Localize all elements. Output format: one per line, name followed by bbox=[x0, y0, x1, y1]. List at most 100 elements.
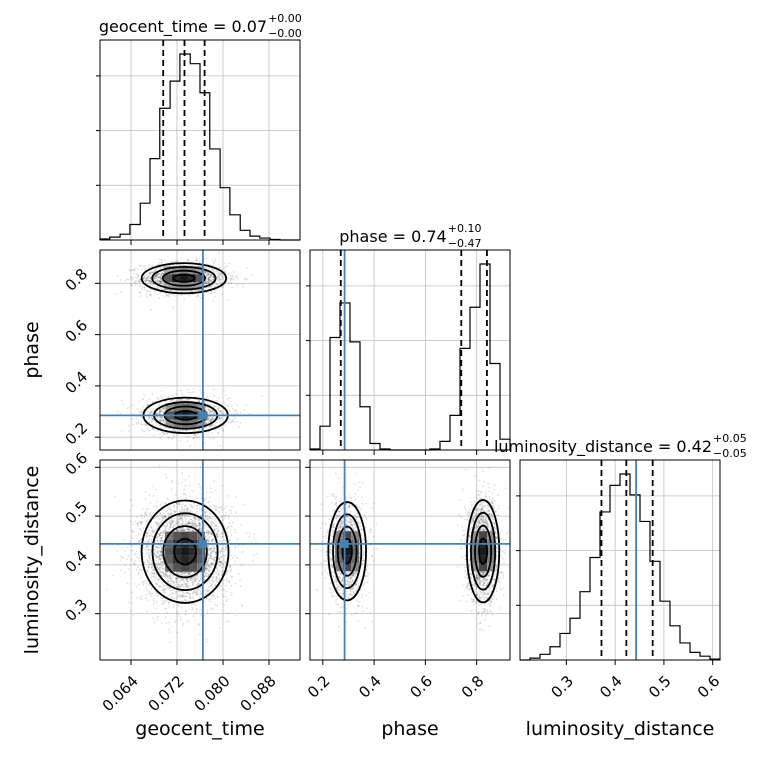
sample-point bbox=[149, 294, 152, 297]
sample-point bbox=[148, 272, 151, 275]
sample-point bbox=[211, 540, 214, 543]
sample-point bbox=[219, 410, 222, 413]
sample-point bbox=[218, 278, 221, 281]
sample-point bbox=[210, 292, 212, 295]
sample-point bbox=[221, 273, 224, 276]
sample-point bbox=[233, 278, 236, 281]
axes-frame bbox=[309, 249, 511, 451]
sample-point bbox=[179, 618, 182, 621]
sample-point bbox=[186, 388, 189, 391]
sample-point bbox=[227, 277, 230, 279]
sample-point bbox=[197, 395, 200, 398]
sample-point bbox=[174, 494, 177, 496]
sample-point bbox=[160, 273, 163, 276]
sample-point bbox=[147, 277, 150, 279]
sample-point bbox=[159, 275, 162, 278]
sample-point bbox=[178, 264, 181, 266]
sample-point bbox=[231, 405, 233, 407]
sample-point bbox=[209, 539, 212, 542]
sample-point bbox=[152, 423, 154, 426]
hist-panel-luminosity_distance: luminosity_distance = 0.42 +0.05−0.05 bbox=[494, 432, 747, 661]
sample-point bbox=[170, 293, 173, 296]
sample-point bbox=[159, 410, 162, 413]
sample-point bbox=[228, 282, 230, 285]
sample-point bbox=[153, 602, 155, 605]
sample-point bbox=[211, 597, 214, 600]
sample-point bbox=[140, 416, 143, 419]
histogram-luminosity_distance bbox=[520, 473, 721, 661]
sample-point bbox=[149, 280, 152, 283]
sample-point bbox=[156, 279, 159, 282]
sample-point bbox=[173, 583, 176, 586]
sample-point bbox=[243, 409, 246, 412]
sample-point bbox=[208, 276, 211, 279]
sample-point bbox=[205, 291, 208, 294]
sample-point bbox=[239, 411, 242, 414]
sample-point bbox=[223, 558, 225, 561]
sample-point bbox=[135, 585, 138, 588]
hist-panel-geocent_time: geocent_time = 0.07 +0.00−0.00 bbox=[96, 12, 302, 241]
sample-point bbox=[155, 416, 157, 418]
sample-point bbox=[230, 525, 233, 528]
sample-point bbox=[144, 264, 147, 267]
sample-point bbox=[227, 273, 229, 276]
sample-point bbox=[241, 544, 243, 547]
sample-point bbox=[159, 280, 162, 282]
sample-point bbox=[222, 553, 225, 556]
sample-point bbox=[147, 280, 150, 283]
sample-point bbox=[154, 269, 157, 271]
sample-point bbox=[150, 273, 152, 276]
sample-point bbox=[222, 412, 225, 415]
sample-point bbox=[160, 281, 162, 284]
sample-point bbox=[212, 275, 214, 278]
sample-point bbox=[149, 279, 152, 282]
sample-point bbox=[209, 285, 212, 288]
sample-point bbox=[145, 548, 148, 551]
sample-point bbox=[162, 283, 165, 286]
sample-point bbox=[129, 269, 132, 272]
sample-point bbox=[225, 514, 228, 517]
sample-point bbox=[150, 280, 153, 283]
sample-point bbox=[213, 270, 215, 273]
sample-point bbox=[176, 517, 179, 520]
sample-point bbox=[172, 306, 175, 309]
sample-point bbox=[229, 277, 232, 280]
sample-point bbox=[156, 276, 159, 279]
sample-point bbox=[143, 265, 146, 268]
sample-point bbox=[208, 278, 211, 281]
sample-point bbox=[144, 424, 147, 427]
sample-point bbox=[155, 278, 158, 281]
sample-point bbox=[150, 588, 153, 590]
sample-point bbox=[207, 272, 209, 275]
sample-point bbox=[218, 271, 220, 274]
sample-point bbox=[120, 291, 123, 293]
sample-point bbox=[181, 429, 184, 432]
sample-point bbox=[207, 273, 210, 276]
sample-point bbox=[215, 272, 218, 275]
sample-point bbox=[240, 564, 243, 567]
sample-point bbox=[153, 284, 156, 287]
sample-point bbox=[196, 259, 199, 262]
sample-point bbox=[212, 275, 215, 278]
sample-point bbox=[161, 271, 164, 274]
sample-point bbox=[212, 275, 215, 278]
sample-point bbox=[225, 584, 228, 587]
sample-point bbox=[131, 591, 134, 594]
sample-point bbox=[129, 509, 131, 512]
sample-point bbox=[120, 569, 123, 572]
sample-point bbox=[181, 472, 183, 475]
sample-point bbox=[222, 536, 225, 539]
sample-point bbox=[210, 275, 213, 278]
sample-point bbox=[134, 520, 137, 523]
sample-point bbox=[191, 290, 194, 293]
sample-point bbox=[228, 262, 231, 265]
sample-point bbox=[229, 418, 231, 420]
sample-point bbox=[219, 267, 221, 270]
sample-point bbox=[138, 527, 141, 530]
sample-point bbox=[159, 280, 162, 283]
sample-point bbox=[215, 524, 218, 527]
sample-point bbox=[166, 513, 169, 516]
sample-point bbox=[210, 426, 213, 428]
sample-point bbox=[244, 278, 247, 281]
sample-point bbox=[144, 274, 146, 277]
